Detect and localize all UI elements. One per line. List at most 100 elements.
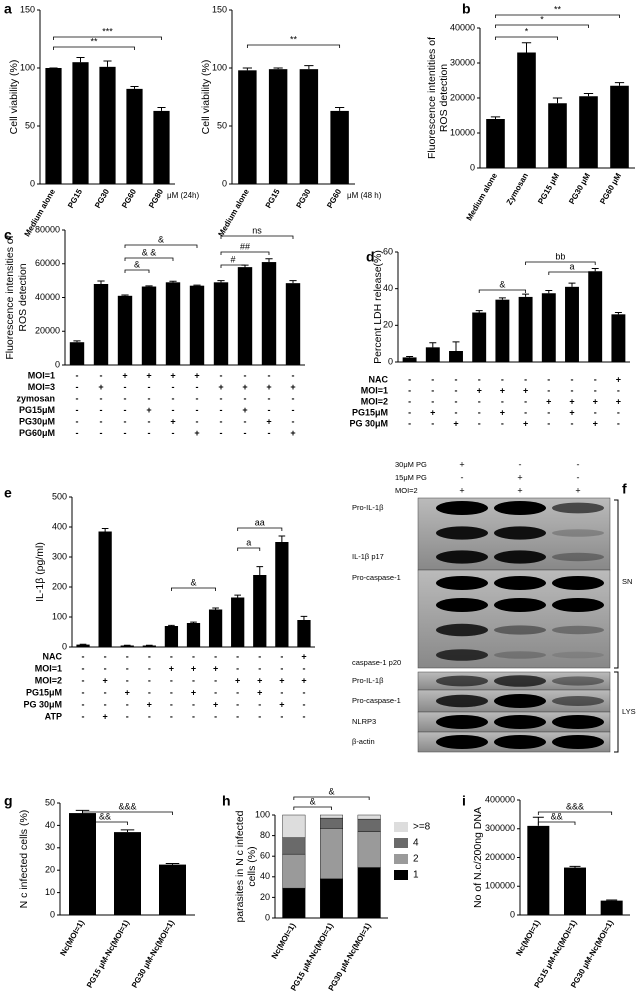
blot-sign: +	[459, 459, 464, 469]
condition-sign: +	[103, 675, 108, 685]
condition-sign: -	[236, 711, 239, 721]
panel-letter: c	[4, 227, 12, 243]
condition-sign: -	[148, 382, 151, 392]
group-bracket	[614, 671, 619, 753]
condition-sign: +	[500, 385, 505, 395]
error-bar	[591, 268, 599, 272]
bar	[99, 66, 116, 184]
condition-sign: -	[302, 711, 305, 721]
condition-sign: -	[236, 699, 239, 709]
error-bar	[490, 116, 501, 119]
condition-sign: -	[196, 405, 199, 415]
condition-sign: -	[170, 687, 173, 697]
x-tick-label: PG15 μM-Nc(MOI=1)	[289, 921, 335, 992]
y-tick-label: 10000	[450, 127, 475, 137]
y-tick-label: 300	[52, 551, 67, 561]
condition-sign: -	[76, 405, 79, 415]
blot-band	[552, 735, 604, 749]
significance-label: &&	[99, 811, 111, 821]
y-tick-label: 100	[255, 809, 270, 819]
condition-sign: +	[279, 699, 284, 709]
condition-sign: -	[408, 418, 411, 428]
bar	[98, 531, 112, 647]
significance-label: &	[499, 279, 505, 289]
significance-label: &&&	[566, 801, 584, 811]
condition-sign: -	[280, 711, 283, 721]
condition-sign: -	[292, 370, 295, 380]
bar	[126, 88, 143, 184]
condition-sign: -	[431, 374, 434, 384]
blot-band	[436, 715, 488, 729]
blot-band	[494, 675, 546, 687]
bar	[142, 645, 156, 647]
condition-sign: +	[170, 416, 175, 426]
condition-sign: -	[104, 651, 107, 661]
condition-sign: +	[213, 663, 218, 673]
condition-sign: +	[257, 687, 262, 697]
condition-label: MOI=2	[35, 675, 62, 685]
significance-label: & &	[142, 247, 157, 257]
significance-label: *	[525, 26, 529, 36]
condition-sign: +	[146, 405, 151, 415]
y-tick-label: 20	[260, 892, 270, 902]
bar	[472, 312, 487, 362]
significance-label: &	[328, 786, 334, 796]
blot-band	[436, 675, 488, 687]
legend-swatch	[394, 854, 408, 864]
condition-sign: -	[126, 699, 129, 709]
significance-bracket	[537, 811, 613, 815]
y-tick-label: 0	[388, 356, 393, 366]
condition-sign: -	[100, 428, 103, 438]
blot-band	[494, 526, 546, 540]
y-tick-label: 40	[45, 820, 55, 830]
condition-sign: -	[172, 428, 175, 438]
condition-label: zymosan	[16, 393, 55, 403]
bar	[117, 295, 133, 365]
condition-sign: +	[191, 663, 196, 673]
condition-sign: -	[192, 651, 195, 661]
blot-band	[494, 550, 546, 564]
group-label: SN	[622, 577, 632, 586]
bar	[165, 282, 181, 365]
condition-sign: +	[191, 687, 196, 697]
condition-sign: +	[235, 675, 240, 685]
condition-sign: -	[280, 687, 283, 697]
bar	[495, 299, 510, 362]
blot-sign: -	[577, 472, 580, 482]
significance-bracket	[293, 806, 332, 810]
y-axis-label: ROS detection	[17, 263, 29, 331]
condition-sign: -	[408, 385, 411, 395]
significance-bracket	[478, 289, 526, 293]
condition-sign: +	[301, 675, 306, 685]
significance-bracket	[220, 251, 270, 255]
condition-sign: -	[172, 405, 175, 415]
blot-band	[436, 526, 488, 540]
bar	[275, 542, 289, 647]
significance-label: bb	[555, 251, 565, 261]
condition-sign: -	[258, 699, 261, 709]
error-bar	[193, 284, 201, 286]
panel-letter: g	[4, 793, 13, 809]
condition-label: PG 30μM	[349, 418, 388, 428]
bar	[449, 351, 463, 362]
blot-sign: +	[575, 485, 580, 495]
bar	[69, 813, 96, 915]
significance-label: &&&	[118, 801, 136, 811]
x-tick-label: PG15 μM	[536, 171, 561, 205]
condition-label: PG30μM	[19, 416, 55, 426]
bar-segment	[357, 867, 381, 919]
significance-label: &	[134, 259, 140, 269]
condition-sign: +	[593, 396, 598, 406]
blot-band	[436, 501, 488, 515]
error-bar	[145, 285, 153, 287]
panel-letter: h	[222, 793, 231, 809]
y-tick-label: 200000	[485, 852, 515, 862]
significance-bracket	[124, 257, 174, 261]
blot-band	[494, 715, 546, 729]
bar	[159, 864, 186, 915]
significance-bracket	[124, 244, 198, 248]
error-bar	[552, 97, 563, 104]
error-bar	[242, 67, 252, 71]
condition-sign: -	[196, 393, 199, 403]
